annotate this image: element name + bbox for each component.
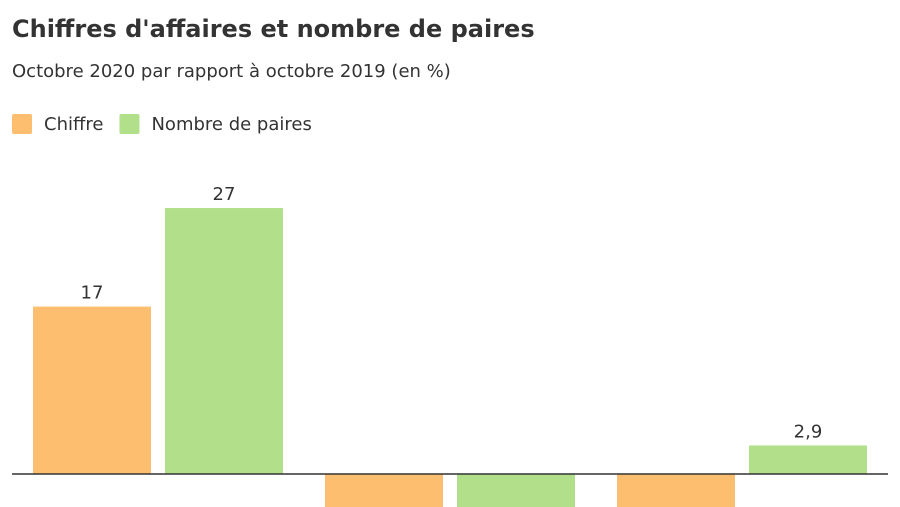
value-label: 27 [213, 184, 236, 205]
bar [33, 306, 151, 475]
chart-title: Chiffres d'affaires et nombre de paires [12, 15, 535, 43]
bar [617, 474, 735, 507]
bar [749, 445, 867, 475]
legend-swatch [12, 114, 32, 134]
bar [457, 474, 575, 507]
bar [325, 474, 443, 507]
bar [165, 208, 283, 475]
legend-label: Nombre de paires [151, 114, 311, 135]
legend-label: Chiffre [44, 114, 103, 135]
legend-swatch [119, 114, 140, 134]
chart-subtitle: Octobre 2020 par rapport à octobre 2019 … [12, 61, 451, 82]
value-label: 2,9 [794, 421, 823, 442]
value-label: 17 [81, 283, 104, 304]
